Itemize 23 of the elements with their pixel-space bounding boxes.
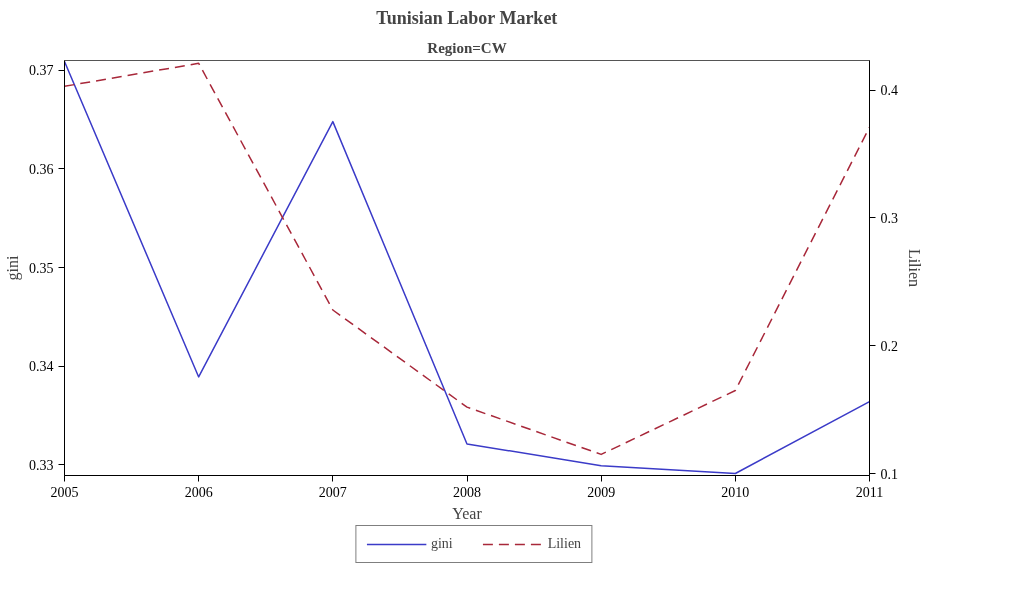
x-tick-label: 2011 [855,484,884,500]
y-tick-label: 0.36 [29,161,54,177]
y-tick-label: 0.34 [29,359,54,375]
y-tick-label: 0.37 [29,63,54,79]
legend-label: gini [430,536,453,552]
x-tick-label: 2005 [50,484,79,500]
y2-tick-label: 0.1 [880,466,898,482]
y2-axis-title: Lilien [906,248,923,288]
chart-subtitle: Region=CW [427,39,507,56]
x-tick-label: 2009 [587,484,616,500]
y-tick-label: 0.35 [29,260,54,276]
x-tick-label: 2008 [453,484,481,500]
x-tick-label: 2006 [184,484,213,500]
y2-tick-label: 0.3 [880,210,898,226]
x-tick-label: 2010 [721,484,750,500]
x-tick-label: 2007 [318,484,347,500]
y-axis-title: gini [4,255,22,281]
y-tick-label: 0.33 [29,457,54,473]
chart-title: Tunisian Labor Market [376,7,558,28]
y2-tick-label: 0.2 [880,338,898,354]
y2-tick-label: 0.4 [880,83,898,99]
x-axis-title: Year [452,504,483,522]
legend-label: Lilien [547,536,582,552]
